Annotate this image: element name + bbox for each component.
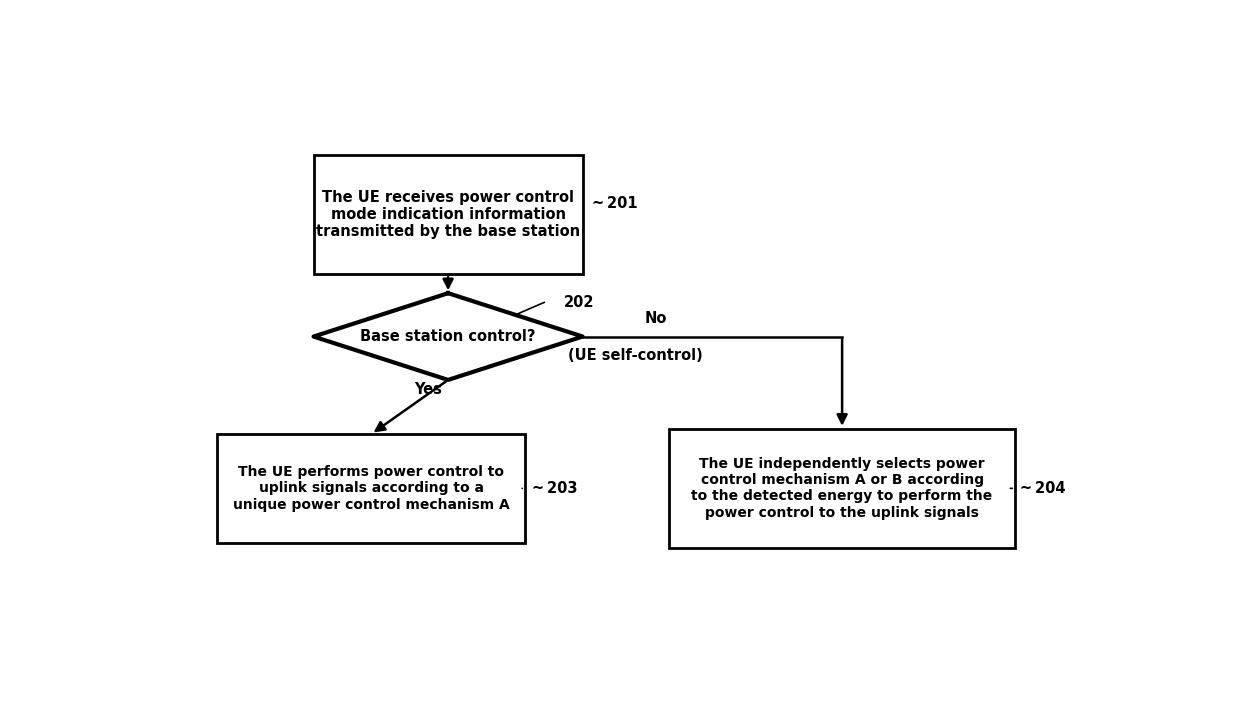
Text: ~ 204: ~ 204 — [1019, 481, 1065, 496]
Text: 202: 202 — [563, 295, 594, 310]
Text: Base station control?: Base station control? — [361, 329, 536, 344]
Text: ~ 203: ~ 203 — [532, 481, 577, 496]
Text: Yes: Yes — [414, 382, 443, 396]
Text: The UE independently selects power
control mechanism A or B according
to the det: The UE independently selects power contr… — [692, 457, 993, 520]
Text: No: No — [645, 311, 667, 326]
FancyBboxPatch shape — [217, 434, 525, 543]
FancyBboxPatch shape — [314, 155, 583, 275]
Text: (UE self-control): (UE self-control) — [568, 348, 703, 363]
Text: The UE performs power control to
uplink signals according to a
unique power cont: The UE performs power control to uplink … — [233, 465, 510, 512]
Text: ~ 201: ~ 201 — [593, 196, 637, 211]
Text: The UE receives power control
mode indication information
transmitted by the bas: The UE receives power control mode indic… — [316, 189, 580, 239]
FancyBboxPatch shape — [670, 429, 1016, 548]
